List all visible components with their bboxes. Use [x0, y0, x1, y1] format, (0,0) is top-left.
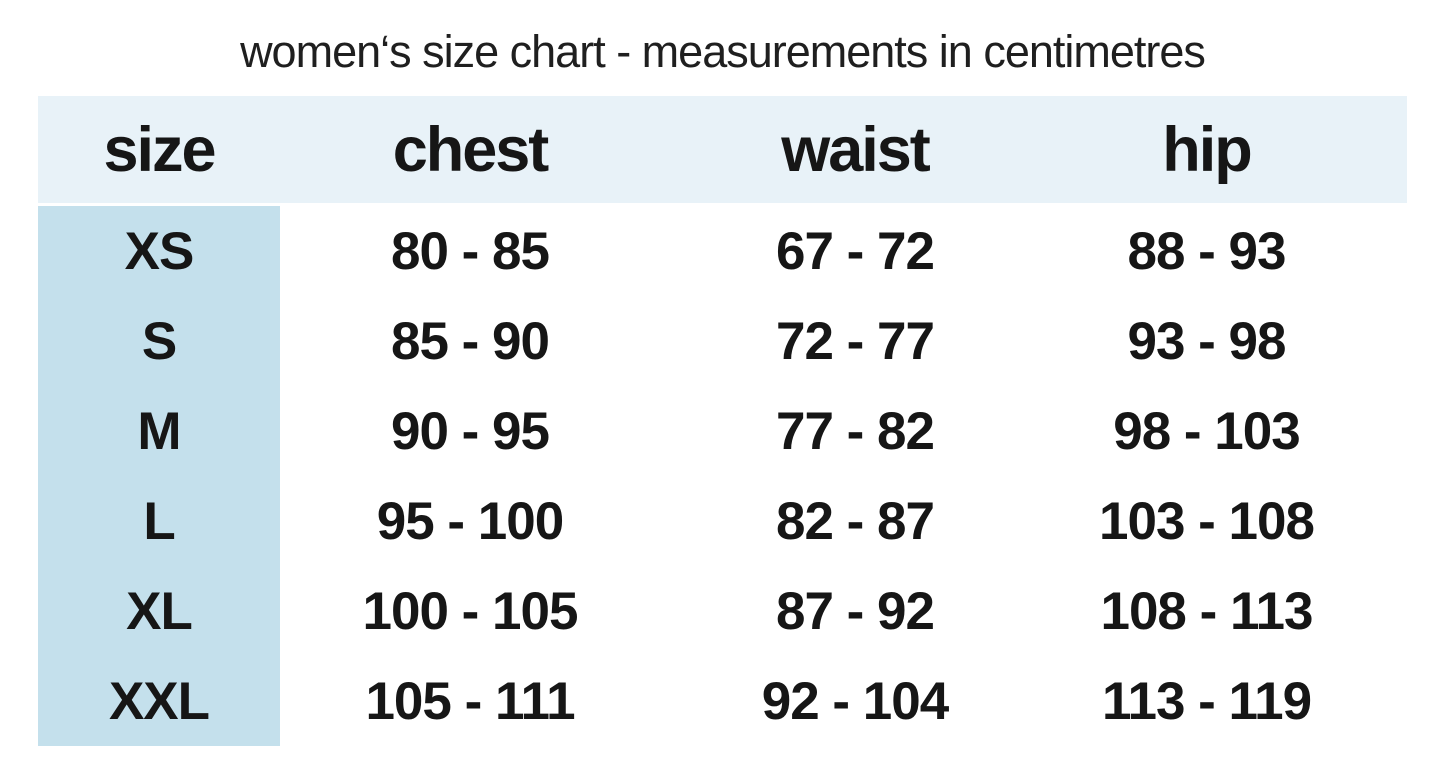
table-body: XS 80 - 85 67 - 72 88 - 93 S 85 - 90 72 … — [38, 206, 1407, 746]
page-title: women‘s size chart - measurements in cen… — [240, 26, 1206, 77]
table-cell-size: XXL — [38, 656, 280, 746]
table-row-s: S 85 - 90 72 - 77 93 - 98 — [38, 296, 1407, 386]
table-cell-chest: 100 - 105 — [362, 581, 579, 641]
table-row-xxl: XXL 105 - 111 92 - 104 113 - 119 — [38, 656, 1407, 746]
table-cell-chest: 90 - 95 — [390, 401, 550, 461]
table-cell-hip: 88 - 93 — [1127, 221, 1286, 281]
header-cell-size: size — [103, 114, 216, 185]
table-cell-hip: 93 - 98 — [1127, 311, 1286, 371]
table-cell-size: L — [38, 476, 280, 566]
table-cell-size: M — [38, 386, 280, 476]
header-cell-waist: waist — [781, 114, 931, 185]
header-cell-chest: chest — [392, 114, 550, 185]
size-table: size chest waist hip XS 80 - 85 67 - 72 … — [38, 96, 1407, 746]
table-cell-size: XS — [38, 206, 280, 296]
table-cell-waist: 77 - 82 — [775, 401, 935, 461]
table-cell-waist: 82 - 87 — [775, 491, 935, 551]
header-cell-hip: hip — [1162, 114, 1252, 185]
table-cell-hip: 103 - 108 — [1099, 491, 1315, 551]
table-cell-chest: 105 - 111 — [365, 671, 575, 731]
table-row-xl: XL 100 - 105 87 - 92 108 - 113 — [38, 566, 1407, 656]
table-cell-waist: 92 - 104 — [761, 671, 949, 731]
table-cell-hip: 98 - 103 — [1113, 401, 1300, 461]
table-cell-waist: 87 - 92 — [775, 581, 935, 641]
table-cell-hip: 108 - 113 — [1100, 581, 1313, 641]
table-header-row: size chest waist hip — [38, 96, 1407, 203]
table-cell-hip: 113 - 119 — [1101, 671, 1312, 731]
table-row-xs: XS 80 - 85 67 - 72 88 - 93 — [38, 206, 1407, 296]
table-cell-size: S — [38, 296, 280, 386]
table-cell-size: XL — [38, 566, 280, 656]
table-row-m: M 90 - 95 77 - 82 98 - 103 — [38, 386, 1407, 476]
table-cell-chest: 85 - 90 — [390, 311, 550, 371]
table-cell-chest: 80 - 85 — [390, 221, 550, 281]
table-cell-chest: 95 - 100 — [376, 491, 564, 551]
table-cell-waist: 72 - 77 — [775, 311, 935, 371]
table-row-l: L 95 - 100 82 - 87 103 - 108 — [38, 476, 1407, 566]
table-cell-waist: 67 - 72 — [775, 221, 935, 281]
